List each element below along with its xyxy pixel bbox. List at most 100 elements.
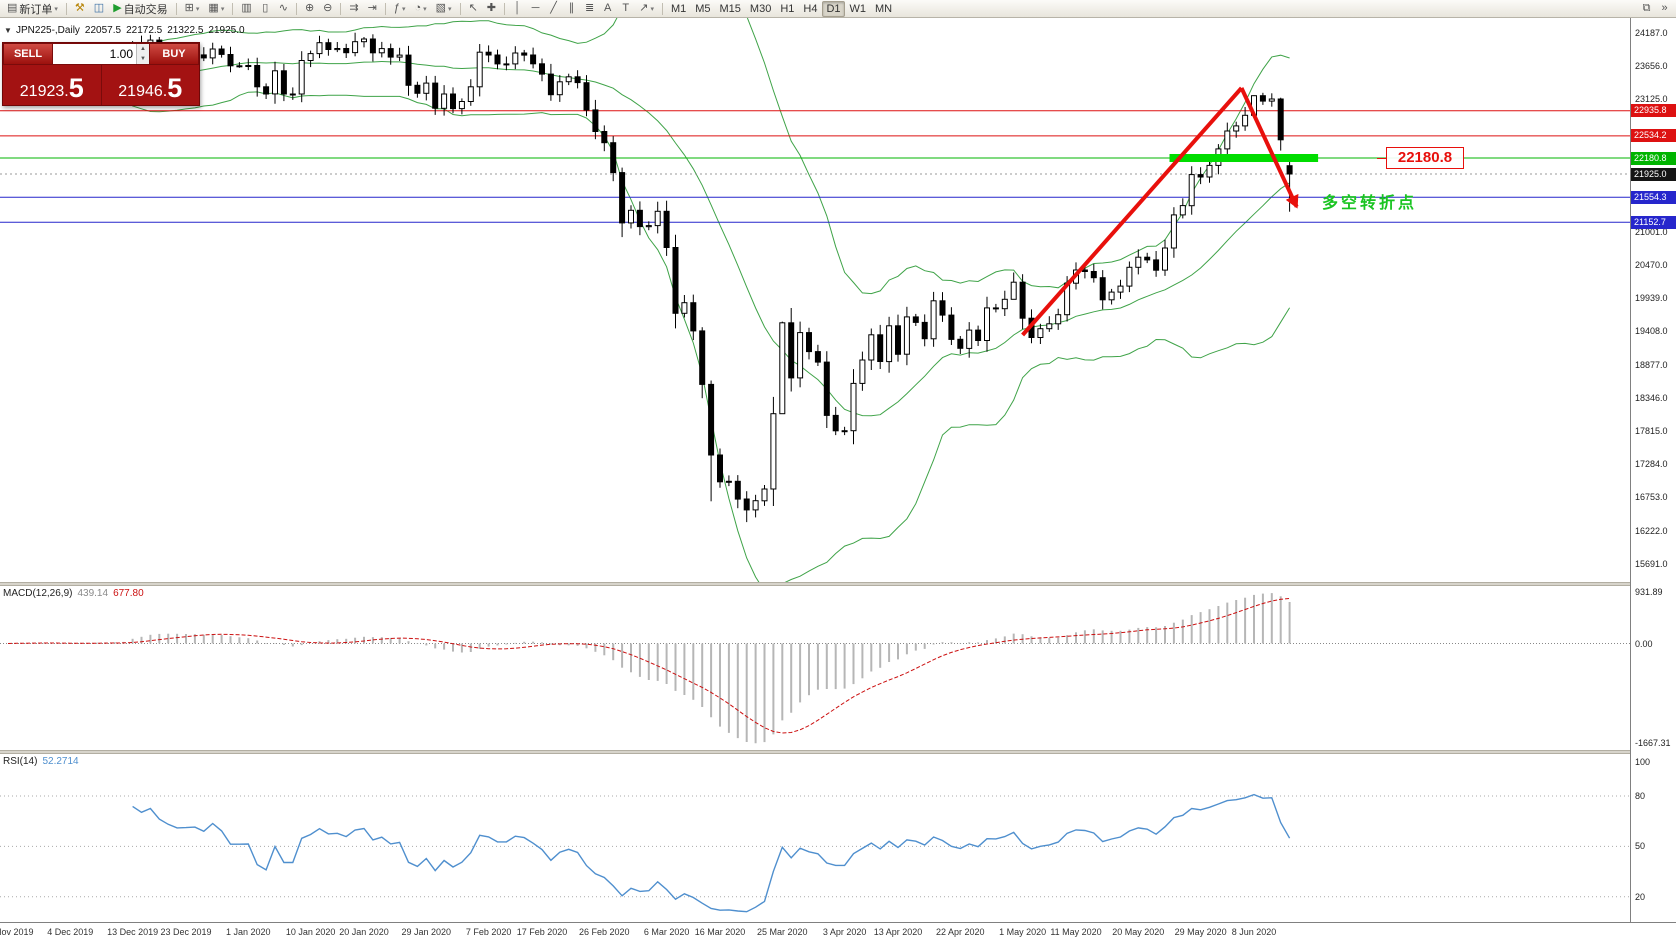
timeframe-m30[interactable]: M30 [746, 1, 775, 17]
dropdown-caret-icon: ▾ [220, 5, 225, 13]
sell-price-display[interactable]: 21923. 5 [3, 65, 102, 105]
time-axis-label: 1 Jan 2020 [226, 927, 271, 937]
cursor-button[interactable]: ↖ [465, 1, 482, 17]
level-price-marker: 22935.8 [1631, 104, 1676, 118]
fibonacci-button[interactable]: ≣ [581, 1, 598, 17]
new-order-icon: ▤ [7, 2, 18, 14]
button-label: D1 [826, 2, 841, 15]
bar-chart-icon: ▥ [241, 2, 252, 14]
zoom-out-button[interactable]: ⊖ [319, 1, 336, 17]
indicators-button[interactable]: ƒ ▾ [390, 1, 410, 17]
chart-shift-button[interactable]: ⇥ [364, 1, 381, 17]
crosshair-button[interactable]: ✚ [483, 1, 500, 17]
rsi-axis-tick: 20 [1635, 891, 1646, 902]
buy-price-display[interactable]: 21946. 5 [102, 65, 200, 105]
toolbar-overflow-icon[interactable]: » [1656, 1, 1673, 17]
lot-decrease-arrow[interactable]: ▼ [137, 54, 149, 64]
market-watch-button[interactable]: ◫ [90, 1, 108, 17]
time-axis-label: 29 May 2020 [1174, 927, 1227, 937]
bar-chart-button[interactable]: ▥ [237, 1, 255, 17]
candlestick-chart-button[interactable]: ▯ [257, 1, 274, 17]
timeframe-d1[interactable]: D1 [822, 0, 845, 17]
price-axis-tick: 19939.0 [1635, 293, 1668, 304]
macd-name: MACD(12,26,9) [3, 588, 73, 599]
toolbar-separator [232, 2, 234, 15]
time-axis-label: 1 May 2020 [999, 927, 1047, 937]
price-callout-annotation[interactable]: 22180.8 [1377, 147, 1464, 169]
one-click-trading-panel: SELL ▲ ▼ BUY 21923.5 21946.5 [2, 42, 200, 106]
equidistant-channel-icon: ∥ [568, 2, 575, 14]
timeframe-mn[interactable]: MN [871, 1, 896, 17]
button-label: W1 [849, 2, 867, 15]
close-value: 21925.0 [208, 25, 245, 36]
horizontal-line-button[interactable]: ─ [527, 1, 544, 17]
lot-increase-arrow[interactable]: ▲ [137, 44, 149, 54]
toolbar-separator [661, 2, 663, 15]
auto-scroll-button[interactable]: ⇉ [345, 1, 362, 17]
timeframe-m1[interactable]: M1 [667, 1, 690, 17]
templates-button[interactable]: ▧ ▾ [432, 1, 456, 17]
market-watch-icon: ◫ [93, 2, 105, 14]
vertical-line-icon: │ [514, 2, 521, 14]
timeframe-w1[interactable]: W1 [846, 1, 871, 17]
rsi-axis-tick: 80 [1635, 791, 1646, 801]
text-button[interactable]: A [599, 1, 616, 17]
arrows-button[interactable]: ↗ ▾ [635, 1, 658, 17]
equidistant-channel-button[interactable]: ∥ [563, 1, 580, 17]
vertical-line-button[interactable]: │ [509, 1, 526, 17]
periods-button[interactable]: ◔ ▾ [410, 1, 430, 17]
button-label: M15 [719, 2, 741, 15]
one-click-collapse-arrow[interactable]: ▼ [4, 26, 12, 35]
macd-axis-tick: 0.00 [1635, 638, 1653, 649]
price-axis-tick: 18877.0 [1635, 359, 1668, 370]
window-arrange-icon-icon: ⧉ [1642, 2, 1651, 14]
profiles-button[interactable]: ▦ ▾ [204, 1, 228, 17]
time-axis-label: 22 Apr 2020 [936, 927, 985, 937]
label-button[interactable]: T [617, 1, 634, 17]
price-axis-tick: 24187.0 [1635, 27, 1668, 38]
timeframe-m15[interactable]: M15 [716, 1, 745, 17]
turning-point-annotation[interactable]: 多空转折点 [1322, 195, 1418, 213]
button-label: M30 [749, 2, 772, 15]
dropdown-caret-icon: ▾ [448, 5, 452, 13]
toolbar-separator [295, 2, 297, 15]
macd-canvas[interactable] [0, 586, 1630, 750]
level-price-marker: 22180.8 [1631, 151, 1676, 165]
autotrading-button[interactable]: ▶ 自动交易 [109, 1, 171, 17]
macd-label: MACD(12,26,9) 439.14 677.80 [3, 588, 144, 599]
new-chart-button[interactable]: ⊞ ▾ [181, 1, 204, 17]
main-chart-panel[interactable]: ▼ JPN225-,Daily 22057.5 22172.5 21322.5 … [0, 18, 1630, 582]
chart-window: ▼ JPN225-,Daily 22057.5 22172.5 21322.5 … [0, 18, 1676, 940]
buy-button[interactable]: BUY [149, 43, 199, 65]
metaeditor-button[interactable]: ⚒ [71, 1, 89, 17]
panel-separator[interactable] [0, 750, 1676, 754]
trendline-button[interactable]: ╱ [545, 1, 562, 17]
time-axis-label: 20 May 2020 [1112, 927, 1165, 937]
sell-button[interactable]: SELL [3, 43, 53, 65]
timeframe-h1[interactable]: H1 [776, 1, 798, 17]
zoom-in-button[interactable]: ⊕ [301, 1, 318, 17]
toolbar-separator [384, 2, 386, 15]
new-order-button[interactable]: ▤ 新订单 ▾ [3, 1, 62, 17]
window-arrange-icon[interactable]: ⧉ [1638, 1, 1655, 17]
horizontal-line-icon: ─ [531, 2, 540, 14]
timeframe-h4[interactable]: H4 [799, 1, 821, 17]
price-axis-tick: 19408.0 [1635, 326, 1668, 337]
line-chart-button[interactable]: ∿ [275, 1, 292, 17]
lot-size-input[interactable] [53, 44, 136, 64]
profiles-icon: ▦ [208, 2, 219, 14]
toolbar-overflow-icon-icon: » [1661, 2, 1668, 14]
main-toolbar: ▤ 新订单 ▾ ⚒ ◫ ▶ 自动交易 ⊞ ▾ ▦ ▾ ▥ ▯ ∿ ⊕ ⊖ ⇉ ⇥ ƒ ▾ ◔ ▾ ▧ ▾ ↖ ✚ │ ─ ╱ ∥ ≣ A T ↗ ▾… [0, 0, 1676, 18]
panel-separator[interactable] [0, 582, 1676, 586]
time-axis-label: 3 Apr 2020 [822, 927, 867, 937]
symbol-info-bar: JPN225-,Daily 22057.5 22172.5 21322.5 21… [16, 25, 245, 36]
zoom-in-icon: ⊕ [304, 2, 315, 14]
rsi-canvas[interactable] [0, 754, 1630, 922]
price-axis[interactable]: 24187.0 23656.0 23125.0 21001.0 20470.0 19939… [1630, 18, 1676, 922]
rsi-panel[interactable]: RSI(14) 52.2714 [0, 754, 1630, 922]
timeframe-m5[interactable]: M5 [691, 1, 714, 17]
macd-panel[interactable]: MACD(12,26,9) 439.14 677.80 [0, 586, 1630, 750]
button-label: 自动交易 [123, 3, 168, 16]
main-chart-canvas[interactable] [0, 18, 1630, 582]
